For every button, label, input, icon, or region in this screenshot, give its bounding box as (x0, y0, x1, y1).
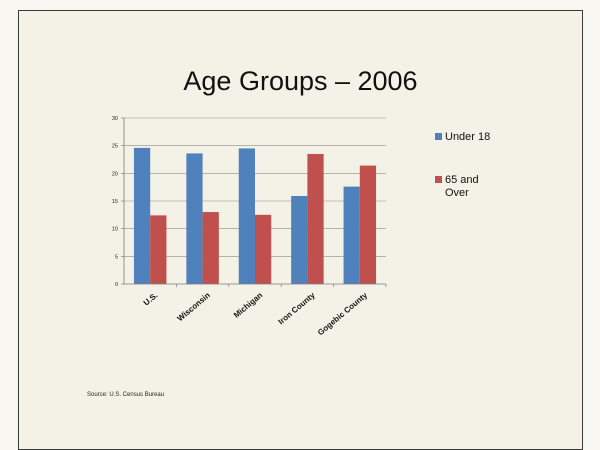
legend-label: 65 and (445, 174, 479, 186)
y-tick-label: 25 (112, 144, 118, 150)
x-tick-label: Gogebic County (316, 290, 370, 337)
legend-label: Under 18 (445, 131, 490, 143)
bar-65-and-over (150, 215, 167, 284)
x-tick-label: Iron County (277, 290, 318, 326)
bar-under-18 (186, 153, 203, 284)
y-tick-label: 15 (112, 199, 118, 205)
bar-chart: 0 5 10 15 20 25 30 U.S. Wisconsin Michigan Iron Co… (112, 116, 490, 337)
bar-under-18 (291, 196, 308, 284)
y-tick-label: 30 (112, 116, 118, 122)
legend-label: Over (445, 187, 469, 199)
y-tick-label: 20 (112, 171, 118, 177)
x-tick-label: Wisconsin (176, 291, 212, 324)
y-tick-label: 0 (115, 282, 118, 288)
bar-under-18 (133, 147, 151, 284)
slide: Age Groups – 2006 0 5 10 15 20 25 30 U.S. Wiscon… (18, 10, 583, 450)
bar-65-and-over (307, 153, 324, 284)
bar-65-and-over (202, 212, 219, 284)
bar-65-and-over (359, 165, 377, 284)
chart-bars (133, 147, 377, 284)
x-tick-label: Michigan (232, 291, 264, 320)
y-tick-label: 10 (112, 227, 118, 233)
legend-swatch (435, 176, 442, 183)
legend-item: Under 18 (435, 131, 490, 143)
y-tick-label: 5 (115, 254, 118, 260)
legend-swatch (435, 133, 442, 140)
x-tick-label: U.S. (142, 291, 160, 308)
bar-65-and-over (255, 214, 272, 284)
slide-title: Age Groups – 2006 (183, 66, 418, 96)
source-note: Source: U.S. Census Bureau (87, 392, 165, 398)
bar-under-18 (238, 148, 255, 284)
bar-under-18 (343, 186, 360, 284)
